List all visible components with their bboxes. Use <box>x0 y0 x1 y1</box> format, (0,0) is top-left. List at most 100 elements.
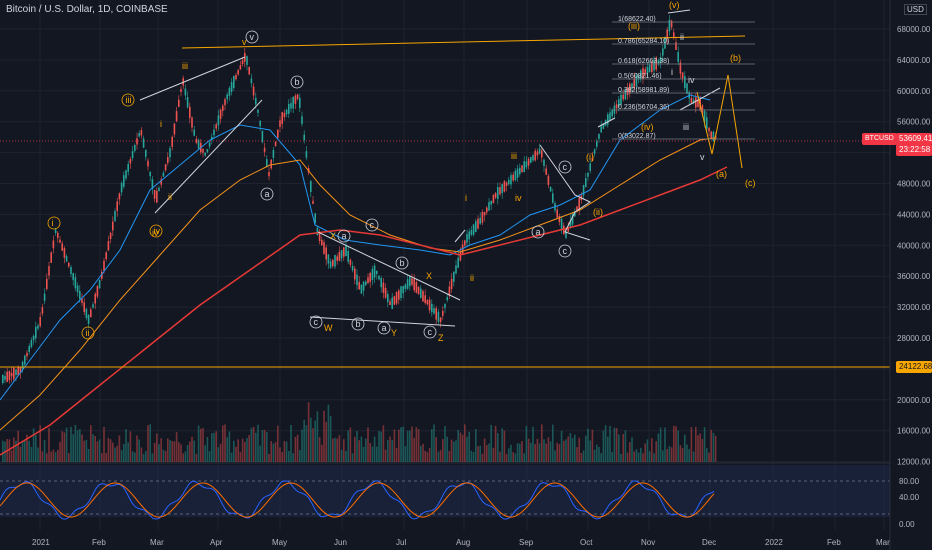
wave-label: (c) <box>745 178 756 188</box>
time-tick-label: Sep <box>519 538 534 547</box>
price-tick-label: 40000.00 <box>897 241 931 250</box>
wave-label: iii <box>182 61 188 71</box>
currency-label[interactable]: USD <box>904 4 927 15</box>
wave-label: i <box>160 119 162 129</box>
symbol-tag: BTCUSD <box>862 133 897 145</box>
wave-label: v <box>250 32 255 42</box>
countdown-tag: 23:22:58 <box>896 144 932 156</box>
fib-level-label: 1(68622.40) <box>618 16 656 23</box>
wave-label: c <box>370 220 375 230</box>
wave-label: (i) <box>586 152 594 162</box>
wave-label: X <box>330 231 336 241</box>
price-axis[interactable]: 68000.0064000.0060000.0056000.0052000.00… <box>897 25 931 467</box>
fib-level-label: 0.5(60821.46) <box>618 73 662 80</box>
level-price-tag: 24122.68 <box>896 361 932 373</box>
wave-label: (iii) <box>628 21 640 31</box>
price-tick-label: 12000.00 <box>897 458 931 467</box>
current-price-tag: 53609.41 <box>896 133 932 145</box>
price-tick-label: 64000.00 <box>897 56 931 65</box>
price-tick-label: 44000.00 <box>897 210 931 219</box>
price-tick-label: 28000.00 <box>897 334 931 343</box>
stochastic-rsi-pane <box>0 465 890 520</box>
price-tick-label: 60000.00 <box>897 87 931 96</box>
wave-label: a <box>536 227 541 237</box>
wave-label: iv <box>154 226 161 236</box>
wave-label: a <box>342 231 347 241</box>
wave-label: (b) <box>730 53 741 63</box>
wave-label: (v) <box>669 0 680 10</box>
time-tick-label: Mar <box>876 538 890 547</box>
wave-label: X <box>426 271 432 281</box>
wave-label: Z <box>438 333 444 343</box>
wave-label: ii <box>470 273 474 283</box>
wave-label: Y <box>391 328 397 338</box>
wave-label: a <box>265 189 270 199</box>
wave-label: a <box>382 323 387 333</box>
wave-label: W <box>324 323 333 333</box>
time-tick-label: Jul <box>396 538 406 547</box>
price-tick-label: 48000.00 <box>897 180 931 189</box>
price-tick-label: 36000.00 <box>897 272 931 281</box>
oscillator-axis[interactable]: 80.00 40.00 0.00 <box>899 477 920 529</box>
wave-label: ii <box>680 32 684 42</box>
time-tick-label: Mar <box>150 538 164 547</box>
time-tick-label: Aug <box>456 538 470 547</box>
moving-averages <box>0 94 728 456</box>
wave-label: iii <box>683 122 689 132</box>
ma-red-line <box>0 166 728 456</box>
wave-label: c <box>563 162 568 172</box>
time-tick-label: Dec <box>702 538 716 547</box>
osc-tick-label: 40.00 <box>899 493 920 502</box>
fib-level-label: 0(53022.87) <box>618 133 656 140</box>
fib-level-label: 0.382(58981.89) <box>618 87 669 94</box>
price-tick-label: 68000.00 <box>897 25 931 34</box>
candlestick-series <box>2 15 717 385</box>
price-tick-label: 20000.00 <box>897 396 931 405</box>
ma-blue-line <box>0 94 711 401</box>
wave-label: c <box>428 327 433 337</box>
fib-level-label: 0.618(62663.38) <box>618 58 669 65</box>
chart-title: Bitcoin / U.S. Dollar, 1D, COINBASE <box>6 4 168 15</box>
price-tick-label: 56000.00 <box>897 118 931 127</box>
grid-lines <box>0 0 890 530</box>
time-tick-label: Jun <box>334 538 347 547</box>
wave-label: c <box>314 317 319 327</box>
fib-level-label: 0.236(56704.36) <box>618 104 669 111</box>
time-axis[interactable]: 2021 Feb Mar Apr May Jun Jul Aug Sep Oct Nov Dec 202… <box>32 538 890 547</box>
fib-level-label: 0.786(65284.10) <box>618 38 669 45</box>
wave-label: b <box>295 77 300 87</box>
time-tick-label: Apr <box>210 538 223 547</box>
wave-label: iv <box>688 75 695 85</box>
price-tick-label: 16000.00 <box>897 427 931 436</box>
wave-label: v <box>242 37 247 47</box>
wave-label: iii <box>126 95 132 105</box>
wave-label: i <box>671 67 673 77</box>
wave-label: (iv) <box>641 122 654 132</box>
volume-bars <box>2 402 717 462</box>
osc-tick-label: 0.00 <box>899 520 915 529</box>
wave-label: i <box>52 218 54 228</box>
wave-label: (a) <box>716 169 727 179</box>
wave-label: v <box>700 152 705 162</box>
wave-label: ii <box>168 192 172 202</box>
time-tick-label: May <box>272 538 287 547</box>
wave-label: c <box>563 246 568 256</box>
time-tick-label: Feb <box>92 538 106 547</box>
stoch-k-line <box>0 480 715 520</box>
wave-label: ii <box>86 328 90 338</box>
wave-label: i <box>465 193 467 203</box>
ma-orange-line <box>0 137 716 431</box>
wave-labels: iiiiiiivv(iii)(iv)(v)(b)(a)(c)iiiiiiiv(i… <box>47 0 756 343</box>
time-tick-label: Oct <box>580 538 593 547</box>
osc-tick-label: 80.00 <box>899 477 920 486</box>
elliott-wave-drawings: 1(68622.40) 0.786(65284.10) 0.618(62663.38… <box>0 9 890 368</box>
wave-label: (ii) <box>593 207 603 217</box>
stoch-d-line <box>0 482 715 518</box>
time-tick-label: Feb <box>827 538 841 547</box>
wave-label: iv <box>152 228 159 238</box>
wave-label: b <box>400 258 405 268</box>
time-tick-label: 2022 <box>765 538 783 547</box>
price-tick-label: 32000.00 <box>897 303 931 312</box>
wave-label: iii <box>511 151 517 161</box>
